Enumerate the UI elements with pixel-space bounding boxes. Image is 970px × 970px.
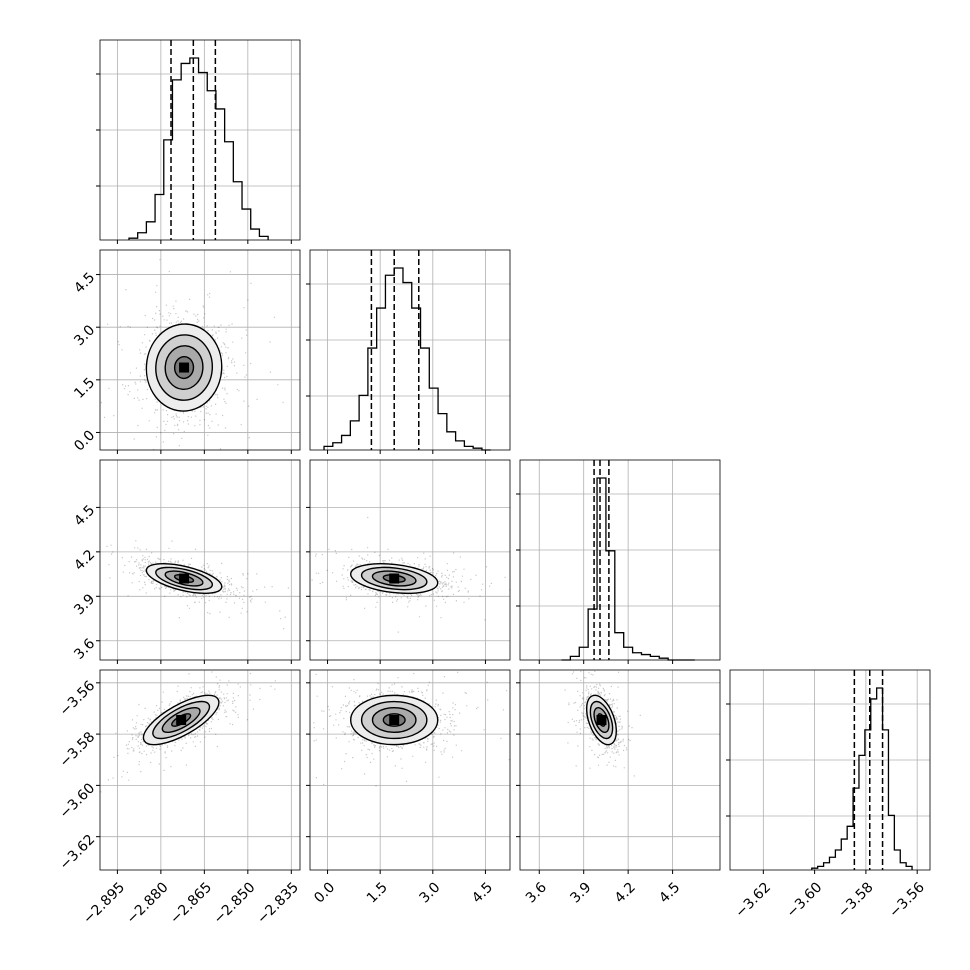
density-panel [96,459,301,664]
panel-background [310,250,510,450]
density-peak [179,573,190,584]
histogram-panel [96,39,301,244]
panel-frame [309,459,511,661]
histogram-step [323,267,491,451]
x-tick-label: 1.5 [364,879,391,906]
density-peak [389,573,400,584]
density-panel [306,669,511,874]
density-panel [516,669,721,874]
density-peak [176,715,187,725]
x-tick-label: 3.9 [567,879,594,906]
histogram-step [128,57,269,240]
histogram-panel [516,459,721,664]
panel-frame [309,669,511,871]
y-tick-label: −3.60 [57,780,99,822]
panel-background [520,670,720,870]
y-tick-label: 3.0 [71,322,98,349]
panel-frame [309,249,511,451]
x-tick-label: 0.0 [311,879,338,906]
y-tick-label: 0.0 [71,427,98,454]
y-tick-label: 4.5 [71,270,98,297]
x-tick-label: −3.60 [784,879,826,921]
density-peak [596,715,607,725]
panel-background [100,40,300,240]
x-tick-label: 4.5 [656,879,683,906]
panel-frame [519,459,721,661]
panel-background [520,460,720,660]
density-peak [179,362,190,373]
histogram-panel [726,669,931,874]
x-tick-label: −3.56 [886,879,928,921]
panel-background [100,460,300,660]
x-tick-label: −3.62 [732,879,774,921]
density-peak [389,715,400,725]
density-panel [306,459,511,664]
y-tick-label: 4.5 [71,502,98,529]
panel-frame [519,669,721,871]
x-tick-label: −2.850 [211,879,259,927]
histogram-panel [306,249,511,454]
histogram-step [561,477,695,661]
y-tick-label: −3.62 [57,832,99,874]
x-tick-label: 3.0 [416,879,443,906]
panel-frame [99,39,301,241]
x-tick-label: −2.880 [124,879,172,927]
panel-frame [99,669,301,871]
panel-frame [729,669,931,871]
panel-background [310,460,510,660]
y-tick-label: 4.2 [71,547,98,574]
y-tick-label: 1.5 [71,375,98,402]
panel-frame [99,459,301,661]
y-tick-label: 3.9 [71,591,98,618]
x-tick-label: −2.895 [80,879,128,927]
x-tick-label: −2.865 [167,879,215,927]
panel-frame [99,249,301,451]
x-tick-label: 4.5 [469,879,496,906]
panels [96,39,931,874]
density-panel [96,249,301,454]
histogram-step [811,687,913,870]
y-tick-label: 3.6 [71,636,98,663]
x-tick-label: −3.58 [835,879,877,921]
x-tick-label: 4.2 [612,879,639,906]
density-panel [96,669,301,874]
panel-background [730,670,930,870]
x-tick-label: 3.6 [523,879,550,906]
y-tick-label: −3.58 [57,729,99,771]
x-tick-label: −2.835 [254,879,302,927]
y-tick-label: −3.56 [57,678,99,720]
